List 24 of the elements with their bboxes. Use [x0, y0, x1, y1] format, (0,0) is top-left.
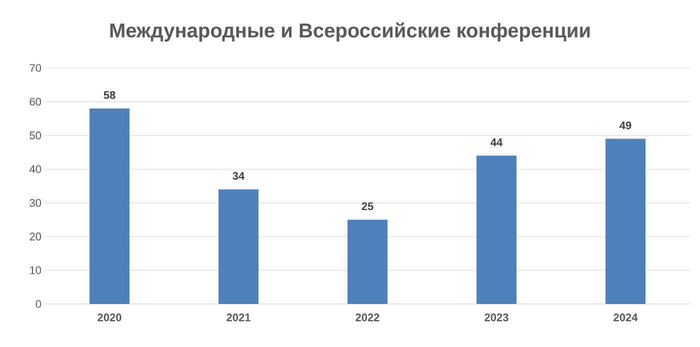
- y-tick-label: 10: [30, 266, 42, 274]
- y-tick-label: 40: [29, 165, 42, 174]
- x-tick-label: 2022: [356, 314, 380, 322]
- bar: [476, 156, 516, 304]
- bar: [218, 189, 259, 304]
- chart-title: Международные и Всероссийские конференции: [110, 22, 590, 42]
- y-tick-label: 60: [30, 98, 42, 106]
- data-label: 49: [620, 121, 632, 130]
- x-tick-label: 2021: [226, 314, 250, 322]
- data-label: 58: [104, 91, 116, 99]
- y-tick-label: 20: [30, 232, 42, 240]
- data-label: 25: [362, 202, 374, 210]
- x-tick-label: 2024: [614, 314, 638, 322]
- y-tick-label: 0: [36, 300, 42, 308]
- y-tick-label: 50: [30, 132, 42, 140]
- bar: [90, 108, 130, 304]
- x-tick-label: 2020: [98, 314, 122, 322]
- y-tick-label: 30: [30, 198, 42, 207]
- data-label: 34: [232, 172, 245, 180]
- y-tick-label: 70: [30, 64, 42, 72]
- data-label: 44: [490, 138, 503, 146]
- x-tick-label: 2023: [484, 314, 508, 322]
- bar: [606, 138, 646, 304]
- bar: [348, 220, 388, 304]
